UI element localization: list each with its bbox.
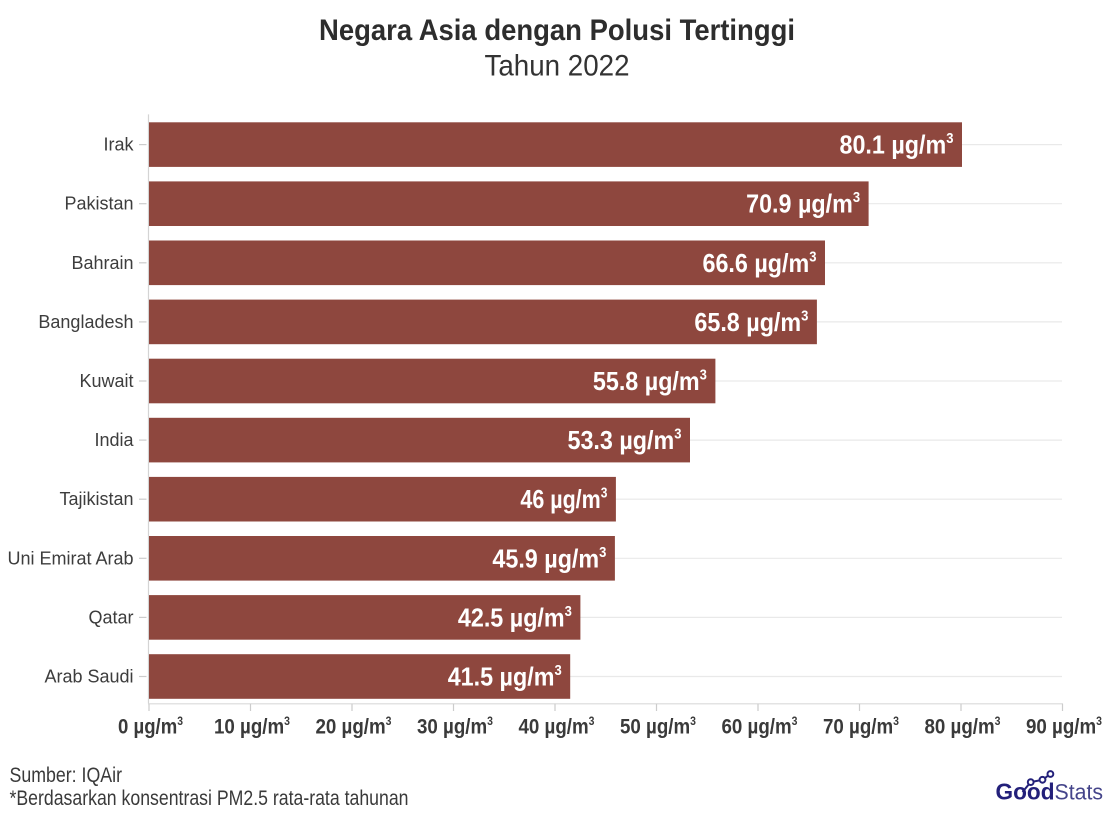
svg-text:Tajikistan: Tajikistan (59, 489, 133, 509)
svg-text:Irak: Irak (103, 135, 134, 155)
svg-text:66.6 µg/m3: 66.6 µg/m3 (703, 248, 817, 278)
svg-text:Pakistan: Pakistan (64, 194, 133, 214)
svg-text:10 µg/m3: 10 µg/m3 (214, 714, 290, 739)
svg-text:*Berdasarkan konsentrasi PM2.5: *Berdasarkan konsentrasi PM2.5 rata-rata… (10, 787, 409, 810)
svg-text:65.8 µg/m3: 65.8 µg/m3 (694, 307, 808, 337)
svg-text:Sumber: IQAir: Sumber: IQAir (10, 764, 123, 787)
svg-text:42.5 µg/m3: 42.5 µg/m3 (458, 602, 572, 632)
svg-text:41.5 µg/m3: 41.5 µg/m3 (448, 662, 562, 692)
svg-text:50 µg/m3: 50 µg/m3 (620, 714, 696, 739)
svg-text:Kuwait: Kuwait (79, 371, 133, 391)
svg-text:Tahun 2022: Tahun 2022 (485, 49, 630, 82)
svg-text:30 µg/m3: 30 µg/m3 (417, 714, 493, 739)
svg-text:Good: Good (996, 779, 1055, 805)
svg-text:20 µg/m3: 20 µg/m3 (316, 714, 392, 739)
svg-text:53.3 µg/m3: 53.3 µg/m3 (568, 425, 682, 455)
svg-text:Qatar: Qatar (88, 607, 133, 627)
svg-text:Negara Asia dengan Polusi Tert: Negara Asia dengan Polusi Tertinggi (319, 14, 795, 47)
svg-text:60 µg/m3: 60 µg/m3 (722, 714, 798, 739)
svg-text:55.8 µg/m3: 55.8 µg/m3 (593, 366, 707, 396)
svg-text:40 µg/m3: 40 µg/m3 (519, 714, 595, 739)
svg-text:Stats: Stats (1055, 780, 1104, 805)
svg-text:0 µg/m3: 0 µg/m3 (118, 714, 183, 739)
svg-text:70.9 µg/m3: 70.9 µg/m3 (746, 189, 860, 219)
svg-text:India: India (94, 430, 134, 450)
svg-text:80.1 µg/m3: 80.1 µg/m3 (840, 130, 954, 160)
svg-text:70 µg/m3: 70 µg/m3 (823, 714, 899, 739)
svg-text:Uni Emirat Arab: Uni Emirat Arab (7, 548, 133, 568)
svg-text:Bahrain: Bahrain (71, 253, 133, 273)
svg-text:Arab Saudi: Arab Saudi (44, 667, 133, 687)
svg-text:Bangladesh: Bangladesh (38, 312, 133, 332)
svg-text:46 µg/m3: 46 µg/m3 (520, 484, 607, 514)
svg-text:45.9 µg/m3: 45.9 µg/m3 (492, 543, 606, 573)
svg-text:80 µg/m3: 80 µg/m3 (925, 714, 1001, 739)
svg-text:90 µg/m3: 90 µg/m3 (1026, 714, 1102, 739)
